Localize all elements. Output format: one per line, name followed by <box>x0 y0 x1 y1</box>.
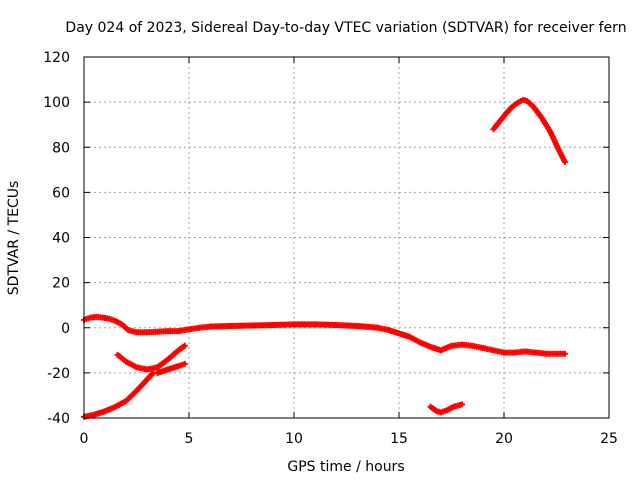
y-axis-label: SDTVAR / TECUs <box>6 181 22 296</box>
x-tick-label: 20 <box>495 431 513 447</box>
series-small-segment <box>427 401 465 416</box>
y-tick-label: -20 <box>47 366 70 382</box>
data-point <box>561 350 568 357</box>
y-tick-label: 20 <box>52 276 70 292</box>
data-points <box>81 96 568 420</box>
data-point <box>181 342 188 349</box>
data-point <box>459 401 465 408</box>
chart-title: Day 024 of 2023, Sidereal Day-to-day VTE… <box>65 20 626 36</box>
y-tick-label: 40 <box>52 231 70 247</box>
x-tick-label: 15 <box>390 431 408 447</box>
x-tick-label: 0 <box>80 431 89 447</box>
series-upper-right-segment <box>154 360 188 376</box>
y-tick-label: -40 <box>47 411 70 427</box>
tick-labels: 0 5 10 15 20 25 -40 -20 0 20 40 60 80 100 120 <box>43 50 618 447</box>
x-tick-label: 5 <box>185 431 194 447</box>
y-tick-label: 60 <box>52 185 70 201</box>
series-main-track <box>81 313 568 357</box>
plot-frame <box>83 56 610 419</box>
y-tick-label: 80 <box>52 140 70 156</box>
series-high-arc <box>490 96 568 165</box>
x-tick-label: 10 <box>285 431 303 447</box>
series-rising-segment <box>81 369 157 420</box>
series-arc-segment <box>114 342 188 373</box>
x-axis-label: GPS time / hours <box>287 459 404 475</box>
data-point <box>561 158 568 165</box>
y-tick-label: 100 <box>43 95 70 111</box>
y-tick-label: 0 <box>61 321 70 337</box>
data-point <box>181 360 188 367</box>
x-tick-label: 25 <box>600 431 618 447</box>
y-tick-label: 120 <box>43 50 70 66</box>
